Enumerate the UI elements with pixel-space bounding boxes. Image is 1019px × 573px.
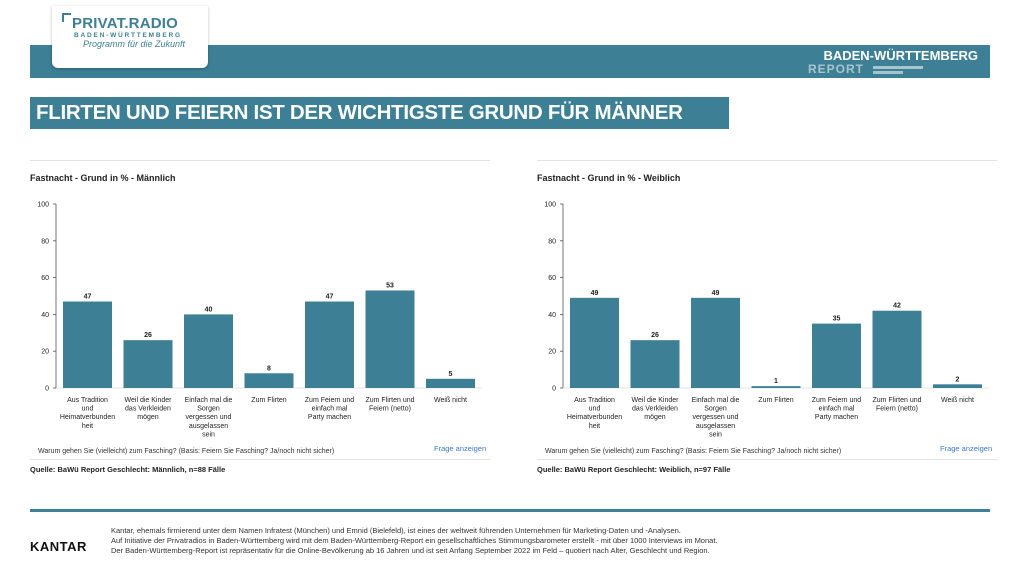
- logo-name: PRIVAT.RADIO: [72, 15, 179, 32]
- bar: [751, 386, 801, 388]
- privat-radio-logo: PRIVAT.RADIO BADEN-WÜRTTEMBERG Programm …: [52, 6, 208, 68]
- show-question-link[interactable]: Frage anzeigen: [940, 444, 993, 453]
- page-headline: FLIRTEN UND FEIERN IST DER WICHTIGSTE GR…: [30, 97, 729, 129]
- report-brand-bar: [873, 66, 923, 69]
- bar: [184, 314, 233, 388]
- data-label: 49: [591, 290, 599, 297]
- kantar-logo: KANTAR: [30, 539, 87, 554]
- footer-line-2: Auf Initiative der Privatradios in Baden…: [111, 536, 718, 545]
- logo-region: BADEN-WÜRTTEMBERG: [74, 32, 182, 39]
- source-text: Quelle: BaWü Report Geschlecht: Männlich…: [30, 465, 226, 474]
- data-label: 53: [386, 282, 394, 289]
- bar: [244, 373, 294, 388]
- y-tick-label: 40: [41, 312, 49, 319]
- report-brand-title: BADEN-WÜRTTEMBERG: [823, 48, 978, 63]
- panel-top-rule: [30, 160, 490, 161]
- y-tick-label: 40: [548, 312, 556, 319]
- bar: [933, 384, 982, 388]
- data-label: 47: [326, 294, 334, 301]
- y-tick-label: 20: [548, 349, 556, 356]
- logo-tagline: Programm für die Zukunft: [83, 39, 186, 49]
- data-label: 40: [205, 306, 213, 313]
- data-label: 49: [712, 290, 720, 297]
- y-tick-label: 80: [41, 238, 49, 245]
- y-tick-label: 100: [544, 202, 556, 209]
- data-label: 1: [774, 378, 778, 385]
- source-text: Quelle: BaWü Report Geschlecht: Weiblich…: [537, 465, 731, 474]
- footer-line-1: Kantar, ehemals firmierend unter dem Nam…: [111, 526, 681, 535]
- category-label: Zum Flirten: [758, 397, 794, 404]
- footer-line-3: Der Baden-Württemberg-Report ist repräse…: [111, 546, 710, 555]
- data-label: 47: [84, 294, 92, 301]
- category-label: Zum Feiern und einfach mal Party machen: [305, 397, 355, 421]
- data-label: 26: [651, 332, 659, 339]
- panel-top-rule: [537, 160, 997, 161]
- logo-corner-mark: [62, 13, 71, 22]
- panel-bottom-rule: [537, 459, 997, 460]
- bar-chart-male: 0 20 40 60 80 100 47 Aus Tradition und Heimatverb…: [37, 202, 482, 438]
- bar: [305, 301, 354, 388]
- data-label: 35: [833, 316, 841, 323]
- y-tick-label: 100: [37, 202, 49, 209]
- panel-bottom-rule: [30, 459, 490, 460]
- y-tick-label: 80: [548, 238, 556, 245]
- category-label: Zum Feiern und einfach mal Party machen: [812, 397, 862, 421]
- y-tick-label: 60: [41, 275, 49, 282]
- category-label: Weiß nicht: [941, 397, 974, 404]
- question-text: Warum gehen Sie (vielleicht) zum Faschin…: [38, 448, 335, 455]
- bar: [812, 323, 861, 388]
- y-tick-label: 20: [41, 349, 49, 356]
- chart-title: Fastnacht - Grund in % - Männlich: [30, 173, 176, 183]
- y-tick-label: 60: [548, 275, 556, 282]
- data-label: 26: [144, 332, 152, 339]
- bar: [872, 310, 922, 388]
- y-tick-label: 0: [45, 386, 49, 393]
- chart-title: Fastnacht - Grund in % - Weiblich: [537, 173, 681, 183]
- show-question-link[interactable]: Frage anzeigen: [434, 444, 487, 453]
- footer-rule: [30, 509, 990, 512]
- category-label: Weil die Kinder das Verkleiden mögen: [632, 397, 680, 421]
- bar: [630, 340, 680, 388]
- bar: [570, 297, 619, 388]
- data-label: 5: [449, 371, 453, 378]
- data-label: 42: [893, 303, 901, 310]
- category-label: Einfach mal die Sorgen vergessen und ausgel…: [692, 397, 740, 438]
- category-label: Zum Flirten und Feiern (netto): [365, 397, 414, 413]
- category-label: Zum Flirten: [251, 397, 287, 404]
- category-label: Aus Tradition und Heimatverbunden heit: [567, 397, 622, 430]
- bar: [426, 378, 475, 388]
- report-brand-subtitle: REPORT: [808, 62, 865, 76]
- chart-panel-female: Fastnacht - Grund in % - Weiblich 0 20 40 6…: [537, 160, 997, 478]
- y-tick-label: 0: [552, 386, 556, 393]
- category-label: Weiß nicht: [434, 397, 467, 404]
- data-label: 8: [267, 365, 271, 372]
- data-label: 2: [956, 376, 960, 383]
- category-label: Aus Tradition und Heimatverbunden heit: [60, 397, 115, 430]
- report-brand-bar-short: [873, 71, 903, 74]
- bar: [365, 290, 415, 388]
- question-text: Warum gehen Sie (vielleicht) zum Faschin…: [545, 448, 842, 455]
- category-label: Weil die Kinder das Verkleiden mögen: [125, 397, 173, 421]
- bar: [63, 301, 112, 388]
- bar: [691, 297, 740, 388]
- bar-chart-female: 0 20 40 60 80 100 49 Aus Tradition und Heimatverb…: [544, 202, 989, 438]
- chart-panel-male: Fastnacht - Grund in % - Männlich 0 20 40 6…: [30, 160, 490, 478]
- bar: [123, 340, 173, 388]
- category-label: Einfach mal die Sorgen vergessen und ausgel…: [185, 397, 233, 438]
- category-label: Zum Flirten und Feiern (netto): [872, 397, 921, 413]
